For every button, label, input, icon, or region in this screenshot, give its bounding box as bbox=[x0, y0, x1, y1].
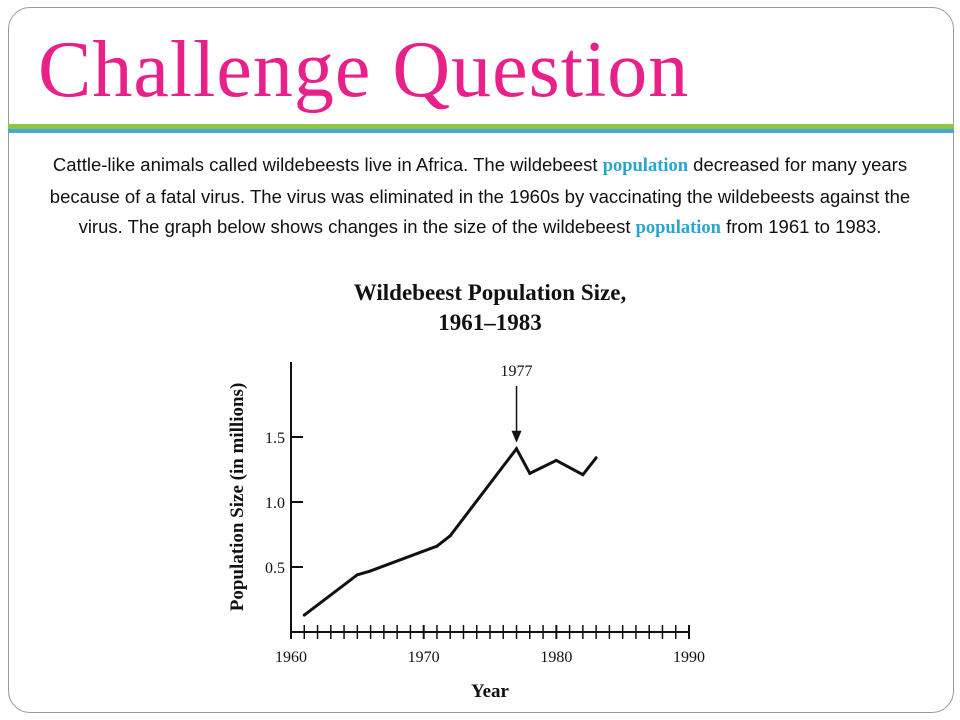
accent-bar-blue bbox=[8, 129, 954, 133]
slide-title: Challenge Question bbox=[38, 26, 690, 114]
data-point bbox=[515, 447, 519, 451]
paragraph-text: from 1961 to 1983. bbox=[720, 216, 882, 237]
series-line bbox=[303, 445, 598, 617]
data-point bbox=[369, 569, 373, 573]
data-point bbox=[355, 573, 359, 577]
y-axis-label: Population Size (in millions) bbox=[227, 383, 248, 612]
chart-title-line: Wildebeest Population Size, bbox=[354, 280, 626, 305]
y-tick-label: 1.5 bbox=[265, 430, 285, 447]
data-point bbox=[554, 458, 558, 462]
x-tick-label: 1980 bbox=[540, 649, 572, 666]
data-point bbox=[448, 534, 452, 538]
annotation-arrow-head bbox=[511, 430, 522, 443]
chart-series bbox=[302, 445, 598, 617]
highlight-word: population bbox=[635, 218, 721, 238]
data-point bbox=[435, 544, 439, 548]
annotation-label: 1977 bbox=[501, 363, 533, 380]
x-tick-label: 1970 bbox=[408, 649, 440, 666]
data-point bbox=[581, 473, 585, 477]
chart-annotation: 1977 bbox=[501, 363, 533, 443]
data-point bbox=[302, 613, 306, 617]
chart-title-line: 1961–1983 bbox=[438, 310, 542, 335]
data-point bbox=[594, 456, 598, 460]
paragraph-text: decreased for many years because of a fa… bbox=[49, 154, 911, 237]
data-point bbox=[528, 471, 532, 475]
paragraph-text: Cattle-like animals called wildebeests l… bbox=[52, 154, 603, 175]
highlight-word: population bbox=[602, 156, 689, 176]
chart-title-group: Wildebeest Population Size, 1961–1983 bbox=[354, 280, 626, 335]
question-paragraph: Cattle-like animals called wildebeests l… bbox=[26, 150, 934, 244]
x-axis-label: Year bbox=[471, 681, 510, 702]
accent-bar-green bbox=[8, 124, 954, 129]
chart-axes: 1960 1970 1980 1990 0.5 1.0 1.5 Year Population … bbox=[227, 362, 705, 702]
y-tick-label: 1.0 bbox=[265, 495, 285, 512]
x-tick-label: 1960 bbox=[275, 649, 307, 666]
x-tick-label: 1990 bbox=[673, 649, 705, 666]
y-tick-label: 0.5 bbox=[265, 560, 285, 577]
